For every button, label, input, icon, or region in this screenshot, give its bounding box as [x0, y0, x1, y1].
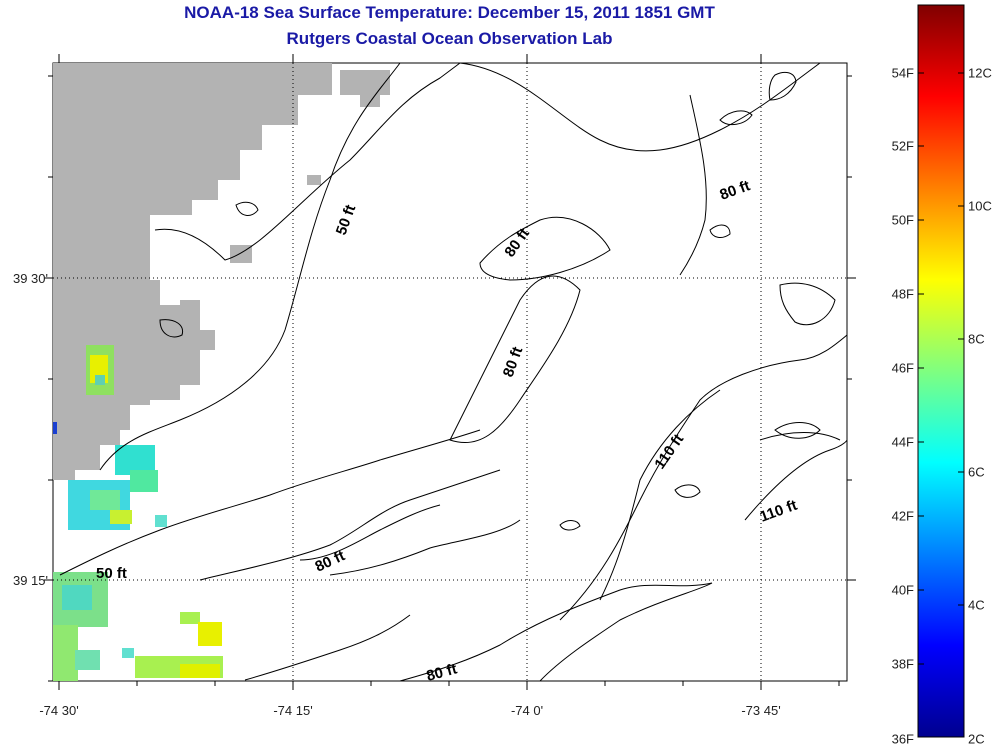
tick-marks: [44, 54, 856, 690]
lat-label: 39 15': [12, 573, 48, 588]
colorbar: [917, 4, 965, 738]
colorbar-f-label: 52F: [891, 138, 914, 154]
colorbar-f-label: 44F: [891, 434, 914, 450]
lat-label: 39 30': [12, 271, 48, 286]
colorbar-c-label: 4C: [968, 597, 985, 613]
lon-label: -74 15': [273, 703, 313, 718]
map-title: NOAA-18 Sea Surface Temperature: Decembe…: [184, 3, 715, 22]
contour-label: 50 ft: [96, 565, 127, 582]
land-mass: [53, 63, 390, 480]
colorbar-f-label: 40F: [891, 582, 914, 598]
map-subtitle: Rutgers Coastal Ocean Observation Lab: [286, 29, 613, 48]
colorbar-f-label: 48F: [891, 286, 914, 302]
colorbar-f-label: 42F: [891, 508, 914, 524]
colorbar-f-label: 46F: [891, 360, 914, 376]
colorbar-f-label: 50F: [891, 212, 914, 228]
colorbar-c-label: 8C: [968, 331, 985, 347]
sst-pixels: [53, 345, 223, 681]
colorbar-f-label: 54F: [891, 65, 914, 81]
depth-contours: [59, 62, 848, 682]
colorbar-f-label: 38F: [891, 656, 914, 672]
colorbar-c-label: 2C: [968, 731, 985, 747]
lon-label: -73 45': [741, 703, 781, 718]
lon-label: -74 0': [510, 703, 544, 718]
colorbar-f-label: 36F: [891, 731, 914, 747]
lon-label: -74 30': [39, 703, 79, 718]
colorbar-ticks: [918, 72, 964, 665]
colorbar-c-label: 10C: [968, 198, 992, 214]
graticule: [53, 63, 847, 681]
colorbar-c-label: 6C: [968, 464, 985, 480]
colorbar-c-label: 12C: [968, 65, 992, 81]
